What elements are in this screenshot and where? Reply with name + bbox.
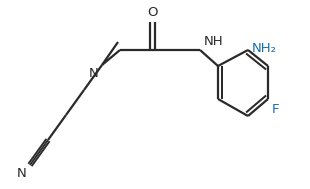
Text: NH: NH bbox=[204, 35, 224, 48]
Text: NH₂: NH₂ bbox=[252, 42, 277, 54]
Text: O: O bbox=[147, 6, 157, 19]
Text: N: N bbox=[17, 167, 27, 180]
Text: N: N bbox=[89, 67, 99, 80]
Text: F: F bbox=[272, 103, 280, 116]
